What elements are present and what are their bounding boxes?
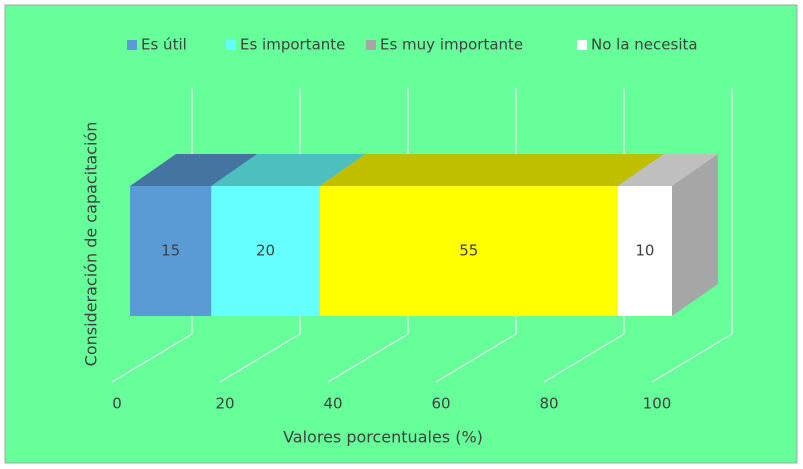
x-axis-label: Valores porcentuales (%) [283,428,483,447]
bar [130,186,212,316]
bar-top [319,154,664,186]
grid-line [651,88,733,383]
x-tick-label: 20 [215,395,234,413]
legend-label: Es muy importante [380,36,523,54]
legend-label: Es importante [240,36,345,54]
x-tick-label: 60 [431,395,450,413]
y-axis-label: Consideración de capacitación [82,122,101,367]
data-label: 10 [635,242,654,260]
bar-top [130,154,258,186]
legend-swatch [127,40,137,50]
x-tick-label: 0 [112,395,122,413]
bar-top [617,154,718,186]
bar-side [672,154,718,316]
legend-label: Es útil [141,36,187,54]
data-label: 20 [256,242,275,260]
data-label: 55 [459,242,478,260]
bar [617,186,672,316]
legend-swatch [226,40,236,50]
x-tick-label: 100 [643,395,672,413]
legend-label: No la necesita [591,36,698,54]
x-tick-label: 40 [323,395,342,413]
bar-top [211,154,366,186]
legend-swatch [577,40,587,50]
legend-swatch [366,40,376,50]
bar [319,186,618,316]
bar [211,186,320,316]
x-tick-label: 80 [539,395,558,413]
data-label: 15 [161,242,180,260]
